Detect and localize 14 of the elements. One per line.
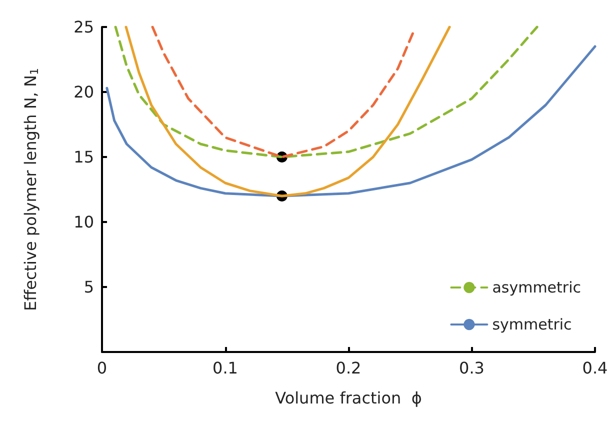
y-tick-label: 25 — [74, 18, 94, 36]
x-tick-label: 0.4 — [582, 358, 608, 378]
legend-label: asymmetric — [492, 278, 582, 296]
x-tick-label: 0 — [96, 358, 108, 378]
x-tick-label: 0.1 — [212, 358, 238, 378]
legend-label: symmetric — [492, 316, 572, 334]
y-tick-label: 15 — [74, 148, 94, 166]
x-tick-label: 0.2 — [336, 358, 362, 378]
y-tick-label: 20 — [74, 82, 94, 102]
y-axis-title: Effective polymer length N, N1 — [21, 68, 41, 312]
y-tick-label: 5 — [84, 278, 94, 296]
x-tick-label: 0.3 — [459, 358, 484, 378]
x-axis-title: Volume fraction ϕ — [275, 388, 422, 408]
y-tick-label: 10 — [74, 212, 94, 232]
